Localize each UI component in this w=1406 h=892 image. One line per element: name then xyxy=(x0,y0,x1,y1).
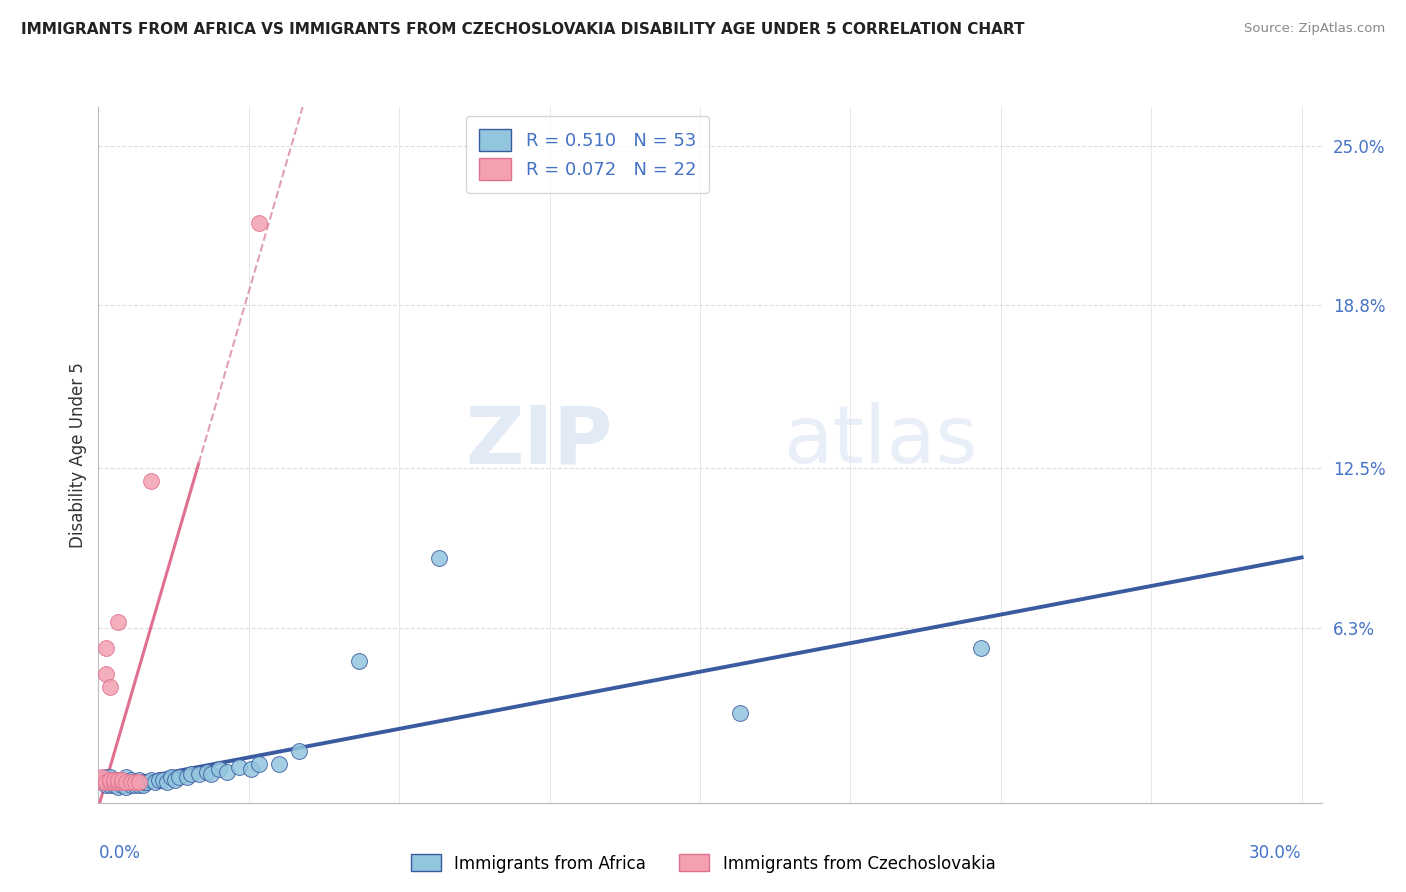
Point xyxy=(124,775,146,789)
Point xyxy=(91,770,114,784)
Point xyxy=(970,641,993,656)
Point xyxy=(100,680,122,694)
Point xyxy=(148,772,170,787)
Point xyxy=(267,757,290,772)
Point xyxy=(176,770,198,784)
Point xyxy=(200,767,222,781)
Point xyxy=(96,775,118,789)
Point xyxy=(115,775,138,789)
Point xyxy=(128,778,150,792)
Point xyxy=(100,775,122,789)
Point xyxy=(115,780,138,795)
Point xyxy=(131,778,153,792)
Point xyxy=(239,762,262,776)
Point xyxy=(103,775,125,789)
Point xyxy=(115,775,138,789)
Point xyxy=(139,474,162,488)
Point xyxy=(100,770,122,784)
Point xyxy=(128,772,150,787)
Point xyxy=(159,770,181,784)
Point xyxy=(100,778,122,792)
Point xyxy=(111,775,134,789)
Legend: R = 0.510   N = 53, R = 0.072   N = 22: R = 0.510 N = 53, R = 0.072 N = 22 xyxy=(467,116,709,193)
Point xyxy=(139,772,162,787)
Point xyxy=(103,775,125,789)
Point xyxy=(427,551,450,566)
Point xyxy=(128,775,150,789)
Point xyxy=(107,772,129,787)
Point xyxy=(103,778,125,792)
Point xyxy=(96,770,118,784)
Point xyxy=(247,216,270,230)
Point xyxy=(111,772,134,787)
Point xyxy=(96,772,118,787)
Point xyxy=(288,744,311,758)
Point xyxy=(111,772,134,787)
Point xyxy=(152,772,174,787)
Point xyxy=(91,772,114,787)
Text: 0.0%: 0.0% xyxy=(98,844,141,862)
Point xyxy=(195,764,218,779)
Point xyxy=(111,778,134,792)
Point xyxy=(107,780,129,795)
Point xyxy=(100,772,122,787)
Point xyxy=(124,778,146,792)
Point xyxy=(96,641,118,656)
Point xyxy=(91,775,114,789)
Point xyxy=(228,760,250,774)
Point xyxy=(120,775,142,789)
Point xyxy=(187,767,209,781)
Point xyxy=(100,775,122,789)
Point xyxy=(107,772,129,787)
Legend: Immigrants from Africa, Immigrants from Czechoslovakia: Immigrants from Africa, Immigrants from … xyxy=(404,847,1002,880)
Point xyxy=(728,706,751,720)
Point xyxy=(167,770,190,784)
Point xyxy=(91,775,114,789)
Y-axis label: Disability Age Under 5: Disability Age Under 5 xyxy=(69,362,87,548)
Point xyxy=(208,762,231,776)
Point xyxy=(120,778,142,792)
Point xyxy=(103,772,125,787)
Point xyxy=(115,770,138,784)
Point xyxy=(124,775,146,789)
Point xyxy=(107,775,129,789)
Point xyxy=(215,764,238,779)
Text: ZIP: ZIP xyxy=(465,402,612,480)
Text: Source: ZipAtlas.com: Source: ZipAtlas.com xyxy=(1244,22,1385,36)
Point xyxy=(347,654,370,668)
Text: IMMIGRANTS FROM AFRICA VS IMMIGRANTS FROM CZECHOSLOVAKIA DISABILITY AGE UNDER 5 : IMMIGRANTS FROM AFRICA VS IMMIGRANTS FRO… xyxy=(21,22,1025,37)
Point xyxy=(96,667,118,681)
Point xyxy=(143,775,166,789)
Point xyxy=(96,778,118,792)
Point xyxy=(247,757,270,772)
Point xyxy=(107,775,129,789)
Point xyxy=(120,772,142,787)
Point xyxy=(100,772,122,787)
Point xyxy=(163,772,186,787)
Point xyxy=(103,772,125,787)
Point xyxy=(135,775,157,789)
Point xyxy=(155,775,177,789)
Text: 30.0%: 30.0% xyxy=(1249,844,1302,862)
Point xyxy=(180,767,202,781)
Point xyxy=(131,775,153,789)
Point xyxy=(107,615,129,630)
Text: atlas: atlas xyxy=(783,402,977,480)
Point xyxy=(91,772,114,787)
